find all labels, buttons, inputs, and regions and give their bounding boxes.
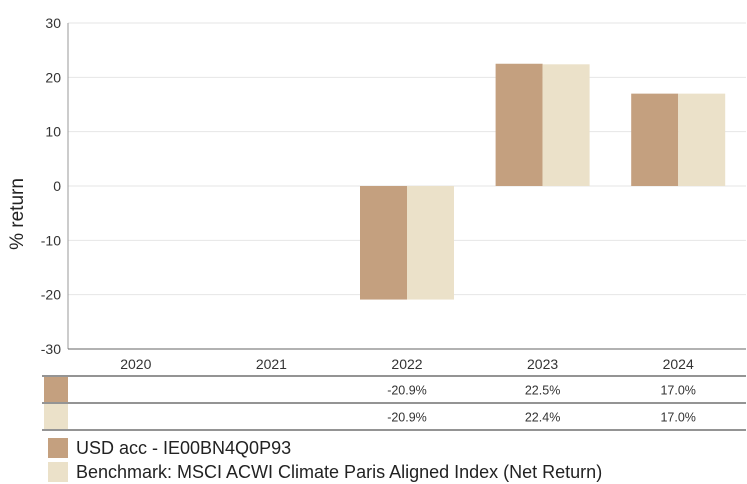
table-cell: 17.0% bbox=[660, 411, 695, 425]
data-table: -20.9% 22.5% 17.0% -20.9% 22.4% 17.0% bbox=[42, 375, 746, 431]
x-tick-label: 2022 bbox=[391, 356, 422, 372]
legend-label-benchmark: Benchmark: MSCI ACWI Climate Paris Align… bbox=[76, 461, 603, 482]
legend: USD acc - IE00BN4Q0P93 Benchmark: MSCI A… bbox=[48, 436, 602, 484]
bars bbox=[360, 63, 726, 300]
y-tick-label: 10 bbox=[45, 124, 61, 140]
bar-fund-2024 bbox=[631, 93, 679, 186]
y-tick-label: 0 bbox=[53, 178, 61, 194]
table-cell: 22.5% bbox=[525, 384, 560, 398]
table-cell: 22.4% bbox=[525, 411, 560, 425]
table-cell: -20.9% bbox=[387, 384, 427, 398]
legend-item-benchmark: Benchmark: MSCI ACWI Climate Paris Align… bbox=[48, 460, 602, 484]
table-swatch-benchmark bbox=[44, 404, 68, 429]
x-tick-label: 2023 bbox=[527, 356, 558, 372]
bar-benchmark-2024 bbox=[678, 93, 726, 186]
x-tick-label: 2020 bbox=[120, 356, 151, 372]
y-axis-label: % return bbox=[7, 178, 28, 250]
table-cell: -20.9% bbox=[387, 411, 427, 425]
y-axis-ticks: 30 20 10 0 -10 -20 -30 bbox=[41, 15, 61, 357]
y-tick-label: 30 bbox=[45, 15, 61, 31]
legend-swatch-benchmark bbox=[48, 462, 68, 482]
bar-benchmark-2023 bbox=[542, 64, 590, 186]
legend-item-fund: USD acc - IE00BN4Q0P93 bbox=[48, 436, 602, 460]
legend-label-fund: USD acc - IE00BN4Q0P93 bbox=[76, 437, 292, 458]
y-tick-label: -30 bbox=[41, 341, 61, 357]
legend-swatch-fund bbox=[48, 438, 68, 458]
x-tick-label: 2024 bbox=[663, 356, 694, 372]
x-axis-ticks: 2020 2021 2022 2023 2024 bbox=[120, 356, 694, 372]
y-tick-label: 20 bbox=[45, 69, 61, 85]
bar-fund-2023 bbox=[495, 63, 543, 186]
table-cell: 17.0% bbox=[660, 384, 695, 398]
y-tick-label: -20 bbox=[41, 287, 61, 303]
axes bbox=[67, 23, 746, 350]
bar-fund-2022 bbox=[360, 186, 407, 300]
x-tick-label: 2021 bbox=[256, 356, 287, 372]
table-swatch-fund bbox=[44, 377, 68, 402]
y-tick-label: -10 bbox=[41, 232, 61, 248]
bar-benchmark-2022 bbox=[407, 186, 454, 300]
